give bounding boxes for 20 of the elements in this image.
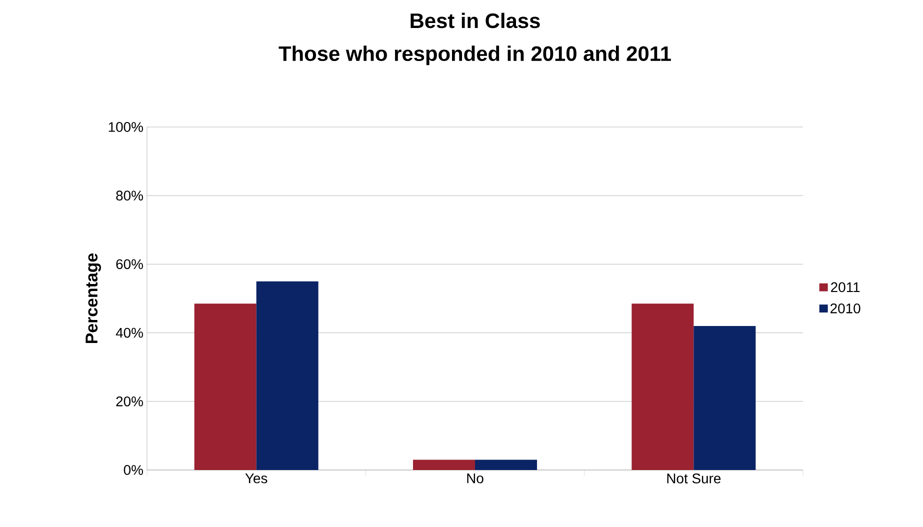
y-tick-label: 80% — [116, 190, 143, 201]
y-tick-label: 60% — [116, 259, 143, 270]
bar — [413, 460, 476, 470]
chart-title: Best in Class — [410, 12, 540, 28]
x-tick-label: Yes — [245, 474, 268, 484]
y-tick-label: 100% — [108, 122, 143, 132]
legend-label: 2010 — [830, 303, 860, 314]
y-tick-label: 0% — [124, 465, 143, 475]
bar — [694, 326, 756, 470]
chart-subtitle: Those who responded in 2010 and 2011 — [278, 46, 671, 66]
bar — [194, 304, 256, 470]
bar — [475, 460, 538, 470]
bar — [632, 304, 694, 470]
x-tick-label: No — [467, 474, 484, 484]
legend-label: 2011 — [831, 282, 860, 292]
y-axis-title: Percentage — [86, 253, 101, 344]
bar — [256, 281, 318, 470]
y-tick-label: 20% — [116, 396, 143, 406]
y-tick-label: 40% — [116, 328, 143, 338]
x-tick-label: Not Sure — [667, 474, 721, 484]
